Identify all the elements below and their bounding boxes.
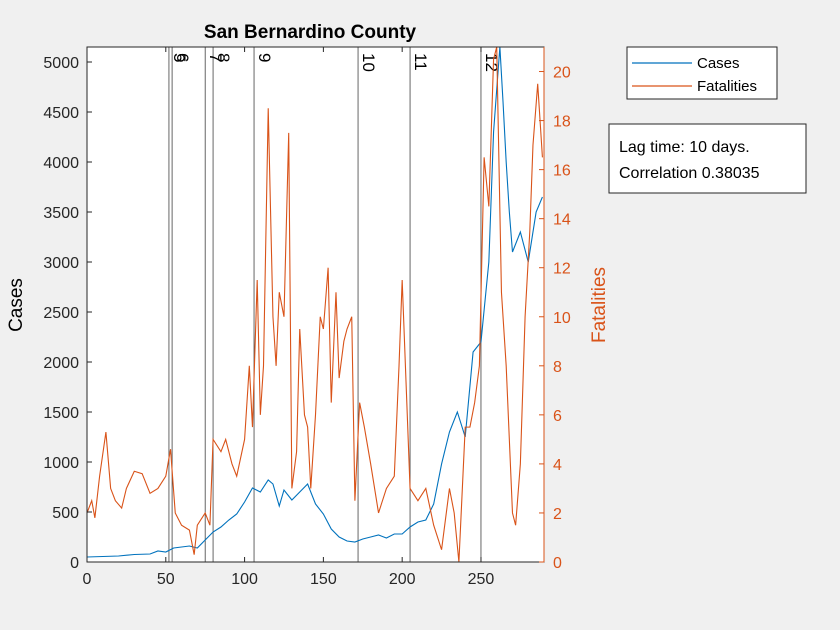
x-tick-label: 100	[231, 571, 258, 588]
legend[interactable]: Cases Fatalities	[626, 46, 778, 100]
vline-label-8: 8	[214, 53, 233, 62]
vline-label-10: 10	[359, 53, 378, 72]
y-left-tick-label: 3500	[43, 205, 79, 222]
x-tick-label: 0	[83, 571, 92, 588]
vline-label-9: 9	[255, 53, 274, 62]
y-right-tick-label: 0	[553, 555, 562, 572]
y-left-tick-label: 0	[70, 555, 79, 572]
x-tick-label: 200	[389, 571, 416, 588]
y-right-tick-label: 10	[553, 310, 571, 327]
x-tick-label: 50	[157, 571, 175, 588]
y-left-tick-label: 4500	[43, 105, 79, 122]
y-right-tick-label: 18	[553, 114, 571, 131]
vline-label-12: 12	[482, 53, 501, 72]
legend-label-cases: Cases	[697, 55, 740, 72]
y-right-tick-label: 4	[553, 457, 562, 474]
y-right-tick-label: 2	[553, 506, 562, 523]
annotation-box: Lag time: 10 days. Correlation 0.38035	[608, 123, 807, 194]
y-left-tick-label: 2500	[43, 305, 79, 322]
y-axis-left-label: Cases	[6, 278, 27, 332]
y-right-tick-label: 12	[553, 261, 571, 278]
y-axis-right: 0 2 4 6 8 10 12 14 16 18 20	[539, 47, 571, 572]
vline-label-6: 6	[173, 53, 192, 62]
plot-area	[87, 47, 544, 562]
annotation-frame	[608, 123, 807, 194]
series-group	[87, 47, 543, 562]
vertical-line-labels: 56 78 9 10 11 12	[170, 53, 501, 72]
vline-label-11: 11	[411, 53, 430, 71]
y-left-tick-label: 500	[52, 505, 79, 522]
x-axis: 0 50 100 150 200 250	[83, 47, 495, 588]
y-right-tick-label: 8	[553, 359, 562, 376]
y-left-tick-label: 5000	[43, 55, 79, 72]
legend-label-fatalities: Fatalities	[697, 78, 757, 95]
y-left-tick-label: 4000	[43, 155, 79, 172]
vline-label-7: 7	[206, 53, 225, 62]
annotation-correlation: Correlation 0.38035	[619, 165, 760, 182]
y-right-tick-label: 14	[553, 212, 571, 229]
annotation-lag: Lag time: 10 days.	[619, 139, 750, 156]
y-left-tick-label: 2000	[43, 355, 79, 372]
y-left-tick-label: 1500	[43, 405, 79, 422]
y-right-tick-label: 6	[553, 408, 562, 425]
y-left-tick-label: 3000	[43, 255, 79, 272]
legend-box	[626, 46, 778, 100]
chart-title: San Bernardino County	[204, 22, 417, 43]
y-left-tick-label: 1000	[43, 455, 79, 472]
x-tick-label: 150	[310, 571, 337, 588]
y-right-tick-label: 16	[553, 163, 571, 180]
x-tick-label: 250	[468, 571, 495, 588]
y-right-tick-label: 20	[553, 65, 571, 82]
vline-label-5: 5	[170, 53, 189, 62]
y-axis-left: 0 500 1000 1500 2000 2500 3000 3500 4000 4500 5000	[43, 55, 92, 572]
y-axis-right-label: Fatalities	[589, 267, 610, 343]
series-line-fatalities	[87, 47, 543, 562]
